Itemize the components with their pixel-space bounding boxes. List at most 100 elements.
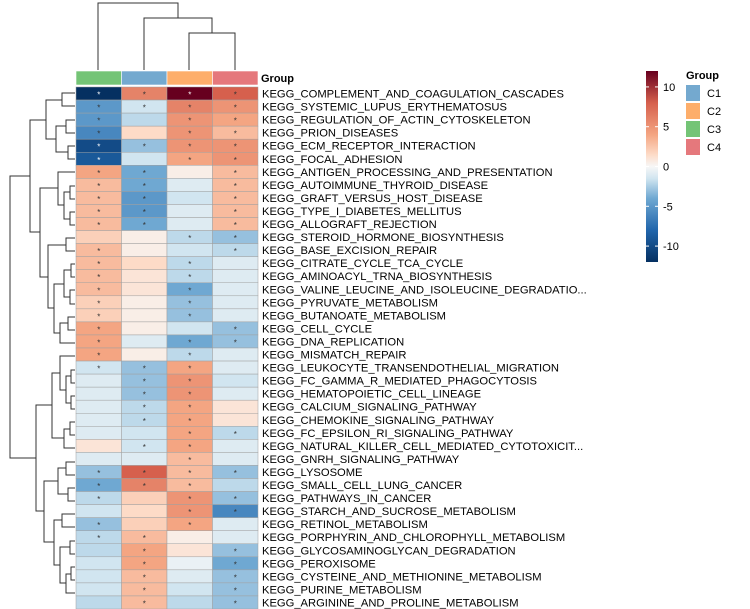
row-label: KEGG_STARCH_AND_SUCROSE_METABOLISM [262,506,516,518]
heatmap-cell [121,321,168,336]
annotation-label: Group [261,73,294,85]
significance-marker: * [97,299,100,308]
row-label: KEGG_LYSOSOME [262,467,363,479]
significance-marker: * [143,365,146,374]
significance-marker: * [234,495,237,504]
heatmap-cell [121,269,168,284]
heatmap-cell [121,334,168,349]
significance-marker: * [188,156,191,165]
heatmap-cell [212,295,259,310]
row-label: KEGG_NATURAL_KILLER_CELL_MEDIATED_CYTOTO… [262,441,583,453]
heatmap-cell [212,439,259,453]
significance-marker: * [234,508,237,517]
significance-marker: * [143,482,146,491]
heatmap-cell [121,152,168,166]
heatmap-cell [75,413,122,427]
heatmap-cell [212,530,259,545]
significance-marker: * [188,404,191,413]
significance-marker: * [97,156,100,165]
row-label: KEGG_AMINOACYL_TRNA_BIOSYNTHESIS [262,271,492,283]
significance-marker: * [97,521,100,530]
significance-marker: * [143,391,146,400]
significance-marker: * [97,286,100,295]
significance-marker: * [143,534,146,543]
row-label: KEGG_REGULATION_OF_ACTIN_CYTOSKELETON [262,115,531,127]
significance-marker: * [188,430,191,439]
heatmap-cell [75,399,122,414]
row-label: KEGG_LEUKOCYTE_TRANSENDOTHELIAL_MIGRATIO… [262,363,559,375]
heatmap-cell [166,321,213,336]
group-legend-label-c1: C1 [707,88,721,100]
significance-marker: * [188,234,191,243]
annotation-cell-c3 [75,70,122,86]
significance-marker: * [234,234,237,243]
row-label: KEGG_CHEMOKINE_SIGNALING_PATHWAY [262,415,495,427]
significance-marker: * [97,208,100,217]
significance-marker: * [234,169,237,178]
heatmap-cell [212,595,259,609]
heatmap-cells: * * * * * * * * * * * * * * * * * * * * * * * * * * * * * * * * * * * * * * * *… [75,86,259,609]
heatmap-cell [212,347,259,362]
heatmap-cell [166,165,213,179]
heatmap-cell [166,191,213,205]
significance-marker: * [97,273,100,282]
heatmap-cell [121,491,168,505]
heatmap-cell [75,556,122,571]
heatmap-cell [121,426,168,440]
heatmap-cell [75,595,122,609]
heatmap-cell [212,386,259,401]
color-scale-tick-label: 5 [663,122,669,134]
heatmap-cell [212,308,259,323]
heatmap-cell [166,569,213,584]
significance-marker: * [234,195,237,204]
row-label: KEGG_BASE_EXCISION_REPAIR [262,245,437,257]
row-label: KEGG_VALINE_LEUCINE_AND_ISOLEUCINE_DEGRA… [262,284,587,296]
row-label: KEGG_ARGININE_AND_PROLINE_METABOLISM [262,597,519,609]
significance-marker: * [234,430,237,439]
significance-marker: * [143,417,146,426]
row-label: KEGG_PEROXISOME [262,558,376,570]
row-label: KEGG_CYSTEINE_AND_METHIONINE_METABOLISM [262,571,542,583]
row-label: KEGG_FC_GAMMA_R_MEDIATED_PHAGOCYTOSIS [262,376,537,388]
row-label: KEGG_DNA_REPLICATION [262,336,404,348]
significance-marker: * [234,547,237,556]
row-labels: KEGG_COMPLEMENT_AND_COAGULATION_CASCADES… [262,89,587,609]
heatmap-cell [212,478,259,492]
significance-marker: * [143,208,146,217]
row-label: KEGG_PRION_DISEASES [262,128,398,140]
heatmap-cell [75,386,122,401]
significance-marker: * [188,91,191,100]
significance-marker: * [143,169,146,178]
significance-marker: * [188,482,191,491]
significance-marker: * [234,573,237,582]
row-label: KEGG_CITRATE_CYCLE_TCA_CYCLE [262,258,463,270]
heatmap-cell [75,569,122,584]
significance-marker: * [97,260,100,269]
significance-marker: * [97,247,100,256]
row-label: KEGG_PURINE_METABOLISM [262,584,422,596]
significance-marker: * [143,586,146,595]
significance-marker: * [188,104,191,113]
color-scale-tick-label: 0 [663,162,669,174]
group-legend-swatch-c1 [686,85,700,101]
significance-marker: * [234,338,237,347]
significance-marker: * [97,338,100,347]
group-legend: Group C1 C2 C3 C4 [686,70,721,155]
significance-marker: * [234,143,237,152]
significance-marker: * [143,143,146,152]
row-label: KEGG_COMPLEMENT_AND_COAGULATION_CASCADES [262,89,564,101]
significance-marker: * [188,365,191,374]
significance-marker: * [97,312,100,321]
heatmap-cell [75,426,122,440]
row-label: KEGG_BUTANOATE_METABOLISM [262,310,446,322]
color-scale-bar [646,71,658,262]
row-dendrogram [9,92,75,594]
row-label: KEGG_SYSTEMIC_LUPUS_ERYTHEMATOSUS [262,102,507,114]
heatmap-cell [166,243,213,257]
color-scale-tick-label: -10 [663,241,679,253]
significance-marker: * [143,91,146,100]
significance-marker: * [143,195,146,204]
significance-marker: * [188,312,191,321]
heatmap-cell [121,125,168,140]
significance-marker: * [234,208,237,217]
